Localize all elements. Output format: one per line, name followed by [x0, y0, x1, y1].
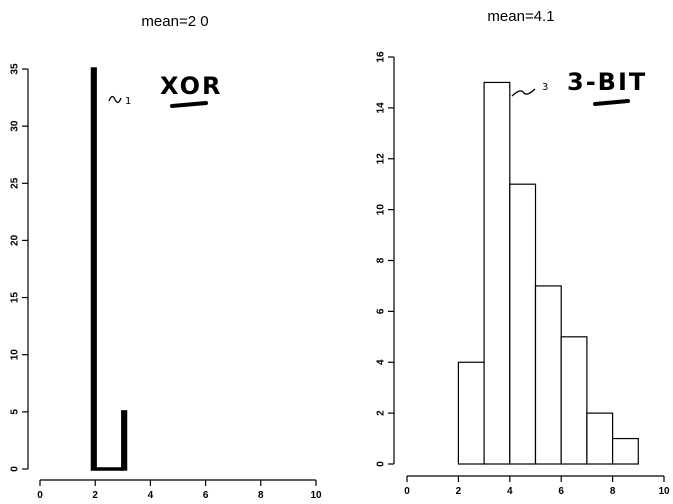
histogram-bar	[534, 285, 562, 465]
y-tick-label: 0	[376, 461, 387, 467]
handwritten-underline	[593, 99, 630, 106]
handwritten-underline	[170, 101, 208, 108]
y-tick-label: 0	[10, 466, 21, 472]
x-tick-label: 6	[203, 490, 209, 501]
x-tick-label: 4	[148, 490, 154, 501]
x-tick-label: 0	[37, 490, 43, 501]
handwritten-tilde	[511, 88, 536, 97]
histogram-bar	[509, 183, 537, 465]
y-tick-label: 35	[10, 63, 21, 75]
x-tick-label: 6	[558, 486, 564, 497]
y-tick-label: 14	[376, 102, 387, 114]
handwritten-annotation: 1	[125, 96, 131, 107]
histogram-bar	[457, 361, 485, 465]
y-tick-label: 15	[10, 292, 21, 304]
y-tick-label: 30	[10, 120, 21, 132]
y-tick-label: 8	[376, 257, 387, 263]
histogram-bar	[586, 412, 614, 465]
x-tick-label: 0	[404, 486, 410, 497]
x-tick-label: 2	[92, 490, 98, 501]
y-tick-label: 4	[376, 359, 387, 365]
x-tick-label: 10	[310, 490, 322, 501]
x-tick-label: 8	[258, 490, 264, 501]
handwritten-label: XOR	[160, 72, 223, 100]
histogram-panel-2: mean=4.1 0 2 4 6 8 10 12 14 16 0 2 4 6 8 10 3 3-BIT	[376, 8, 670, 497]
y-tick-label: 12	[376, 153, 387, 165]
chart-title: mean=4.1	[487, 8, 554, 25]
y-tick-label: 20	[10, 234, 21, 246]
histogram-panel-1: mean=2 0 0 5 10 15 20 25 30 35 0 2 4 6 8 10 1 XOR	[10, 13, 322, 501]
x-tick-label: 4	[507, 486, 513, 497]
y-tick-label: 25	[10, 177, 21, 189]
y-tick-label: 5	[10, 409, 21, 415]
handwritten-label: 3-BIT	[567, 68, 647, 96]
y-tick-label: 10	[376, 204, 387, 216]
y-tick-label: 6	[376, 308, 387, 314]
histogram-bar	[90, 67, 97, 471]
histogram-bar	[560, 336, 588, 465]
x-tick-label: 8	[610, 486, 616, 497]
handwritten-tilde	[108, 95, 122, 104]
y-tick-label: 10	[10, 349, 21, 361]
y-tick-label: 16	[376, 51, 387, 63]
x-tick-label: 2	[456, 486, 462, 497]
chart-title: mean=2 0	[141, 13, 208, 30]
x-tick-label: 10	[658, 486, 670, 497]
histogram-bar	[483, 81, 511, 465]
histogram-bar	[121, 410, 128, 471]
histogram-bar	[611, 437, 639, 465]
handwritten-annotation: 3	[542, 82, 548, 93]
y-tick-label: 2	[376, 410, 387, 416]
